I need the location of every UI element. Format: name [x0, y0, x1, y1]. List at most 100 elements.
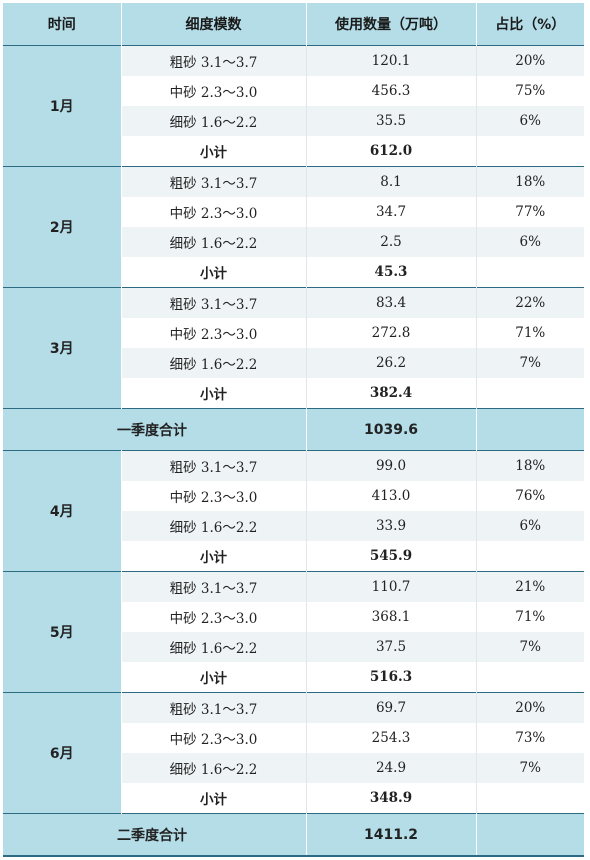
- table-row: 细砂 1.6～2.2 24.9 7%: [3, 753, 584, 783]
- amount-cell: 83.4: [306, 287, 477, 318]
- table-row: 中砂 2.3～3.0 254.3 73%: [3, 723, 584, 753]
- quarter-total-percent-empty: [476, 813, 584, 857]
- subtotal-label: 小计: [121, 136, 307, 167]
- fineness-cell: 中砂 2.3～3.0: [121, 481, 307, 511]
- quarter-total-label-cell: 二季度合计: [3, 813, 307, 857]
- table-header: 时间 细度模数 使用数量（万吨） 占比（%）: [3, 3, 584, 46]
- quarter-total-label: 一季度合计: [117, 422, 187, 439]
- subtotal-row: 小计 516.3: [3, 662, 584, 693]
- subtotal-row: 小计 348.9: [3, 783, 584, 814]
- amount-cell: 110.7: [306, 571, 477, 602]
- amount-cell: 254.3: [306, 723, 477, 753]
- amount-cell: 272.8: [306, 318, 477, 348]
- table-row: 中砂 2.3～3.0 34.7 77%: [3, 197, 584, 227]
- percent-cell: 21%: [476, 571, 584, 602]
- subtotal-value: 382.4: [306, 378, 477, 409]
- percent-cell: 77%: [476, 197, 584, 227]
- month-label: 3月: [3, 287, 122, 409]
- month-label: 2月: [3, 166, 122, 288]
- fineness-cell: 细砂 1.6～2.2: [121, 632, 307, 662]
- percent-cell: 6%: [476, 106, 584, 136]
- quarter-total-label-cell: 一季度合计: [3, 408, 307, 451]
- subtotal-row: 小计 612.0: [3, 136, 584, 167]
- subtotal-percent-empty: [476, 378, 584, 409]
- fineness-cell: 中砂 2.3～3.0: [121, 723, 307, 753]
- fineness-cell: 中砂 2.3～3.0: [121, 197, 307, 227]
- table-row: 细砂 1.6～2.2 26.2 7%: [3, 348, 584, 378]
- table-row: 5月 粗砂 3.1～3.7 110.7 21%: [3, 571, 584, 693]
- quarter-1-section: 1月 粗砂 3.1～3.7 120.1 20% 中砂 2.3～3.0 456.3 75% 细砂…: [3, 45, 584, 451]
- fineness-cell: 中砂 2.3～3.0: [121, 602, 307, 632]
- header-row: 时间 细度模数 使用数量（万吨） 占比（%）: [3, 3, 584, 46]
- percent-cell: 6%: [476, 511, 584, 541]
- amount-cell: 34.7: [306, 197, 477, 227]
- fineness-cell: 细砂 1.6～2.2: [121, 753, 307, 783]
- amount-cell: 24.9: [306, 753, 477, 783]
- table-row: 1月 粗砂 3.1～3.7 120.1 20%: [3, 45, 584, 167]
- subtotal-label: 小计: [121, 783, 307, 814]
- month-label: 1月: [3, 45, 122, 167]
- fineness-cell: 细砂 1.6～2.2: [121, 348, 307, 378]
- percent-cell: 73%: [476, 723, 584, 753]
- percent-cell: 71%: [476, 318, 584, 348]
- subtotal-label: 小计: [121, 257, 307, 288]
- table-row: 4月 粗砂 3.1～3.7 99.0 18%: [3, 450, 584, 572]
- table-row: 6月 粗砂 3.1～3.7 69.7 20%: [3, 692, 584, 814]
- subtotal-percent-empty: [476, 257, 584, 288]
- percent-cell: 22%: [476, 287, 584, 318]
- amount-cell: 99.0: [306, 450, 477, 481]
- subtotal-percent-empty: [476, 662, 584, 693]
- header-fineness: 细度模数: [121, 3, 307, 46]
- header-percent: 占比（%）: [476, 3, 584, 46]
- amount-cell: 35.5: [306, 106, 477, 136]
- fineness-cell: 中砂 2.3～3.0: [121, 318, 307, 348]
- percent-cell: 75%: [476, 76, 584, 106]
- fineness-cell: 粗砂 3.1～3.7: [121, 571, 307, 602]
- amount-cell: 8.1: [306, 166, 477, 197]
- subtotal-row: 小计 45.3: [3, 257, 584, 288]
- fineness-cell: 粗砂 3.1～3.7: [121, 692, 307, 723]
- subtotal-percent-empty: [476, 541, 584, 572]
- quarter-total-percent-empty: [476, 408, 584, 451]
- table-row: 3月 粗砂 3.1～3.7 83.4 22%: [3, 287, 584, 409]
- table-row: 细砂 1.6～2.2 33.9 6%: [3, 511, 584, 541]
- subtotal-value: 45.3: [306, 257, 477, 288]
- month-label: 6月: [3, 692, 122, 814]
- table-row: 2月 粗砂 3.1～3.7 8.1 18%: [3, 166, 584, 288]
- percent-cell: 20%: [476, 692, 584, 723]
- amount-cell: 33.9: [306, 511, 477, 541]
- table-row: 细砂 1.6～2.2 35.5 6%: [3, 106, 584, 136]
- table-row: 细砂 1.6～2.2 37.5 7%: [3, 632, 584, 662]
- fineness-cell: 粗砂 3.1～3.7: [121, 287, 307, 318]
- fineness-cell: 细砂 1.6～2.2: [121, 511, 307, 541]
- amount-cell: 413.0: [306, 481, 477, 511]
- fineness-cell: 中砂 2.3～3.0: [121, 76, 307, 106]
- subtotal-value: 612.0: [306, 136, 477, 167]
- subtotal-row: 小计 382.4: [3, 378, 584, 409]
- subtotal-value: 348.9: [306, 783, 477, 814]
- percent-cell: 20%: [476, 45, 584, 76]
- table-row: 细砂 1.6～2.2 2.5 6%: [3, 227, 584, 257]
- subtotal-label: 小计: [121, 378, 307, 409]
- subtotal-value: 516.3: [306, 662, 477, 693]
- quarter-2-section: 4月 粗砂 3.1～3.7 99.0 18% 中砂 2.3～3.0 413.0 76% 细砂 …: [3, 450, 584, 857]
- quarter-total-label: 二季度合计: [117, 827, 187, 844]
- percent-cell: 6%: [476, 227, 584, 257]
- amount-cell: 69.7: [306, 692, 477, 723]
- percent-cell: 71%: [476, 602, 584, 632]
- quarter-total-row: 二季度合计 1411.2: [3, 813, 584, 857]
- quarter-total-row: 一季度合计 1039.6: [3, 408, 584, 451]
- amount-cell: 368.1: [306, 602, 477, 632]
- percent-cell: 7%: [476, 753, 584, 783]
- amount-cell: 2.5: [306, 227, 477, 257]
- fineness-cell: 粗砂 3.1～3.7: [121, 166, 307, 197]
- subtotal-percent-empty: [476, 136, 584, 167]
- percent-cell: 18%: [476, 450, 584, 481]
- fineness-cell: 细砂 1.6～2.2: [121, 227, 307, 257]
- percent-cell: 18%: [476, 166, 584, 197]
- subtotal-label: 小计: [121, 541, 307, 572]
- month-label: 5月: [3, 571, 122, 693]
- subtotal-value: 545.9: [306, 541, 477, 572]
- table-row: 中砂 2.3～3.0 456.3 75%: [3, 76, 584, 106]
- amount-cell: 120.1: [306, 45, 477, 76]
